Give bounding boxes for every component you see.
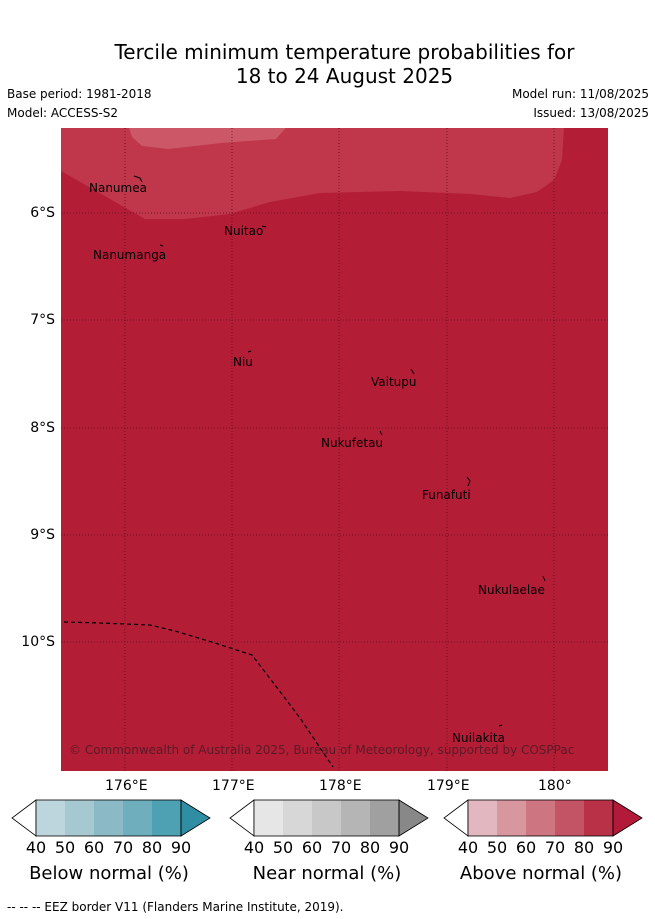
lat-label: 7°S (30, 312, 55, 328)
tick-label: 60 (83, 838, 105, 857)
colorbar-segment (468, 800, 497, 836)
colorbar-above-title: Above normal (%) (459, 863, 623, 884)
colorbar-segment (370, 800, 399, 836)
colorbar-lower-extension (229, 799, 255, 837)
island-label: Niu (233, 355, 253, 369)
island-label: Vaitupu (371, 375, 417, 389)
colorbar-near-title: Near normal (%) (252, 863, 402, 884)
island-label: Nuitao (224, 224, 264, 238)
island-label: Nanumea (89, 181, 147, 195)
lon-label: 177°E (212, 778, 255, 794)
tick-label: 80 (359, 838, 381, 857)
island-label: Nuilakita (452, 731, 505, 745)
colorbar-frame (35, 799, 182, 837)
lon-label: 178°E (319, 778, 362, 794)
colorbar-frame (467, 799, 614, 837)
colorbar-near (229, 799, 429, 837)
tick-label: 60 (515, 838, 537, 857)
lon-label: 176°E (105, 778, 148, 794)
lon-label: 180° (538, 778, 572, 794)
lighter-probability-band (129, 128, 286, 149)
colorbar-frame (253, 799, 400, 837)
tick-label: 90 (170, 838, 192, 857)
island-outlines (133, 175, 546, 727)
colorbar-segment (526, 800, 555, 836)
colorbar-segment (36, 800, 65, 836)
gridlines (61, 128, 608, 771)
copyright-notice: © Commonwealth of Australia 2025, Bureau… (69, 743, 575, 757)
colorbar-segment (341, 800, 370, 836)
colorbar-segment (152, 800, 181, 836)
colorbar-segment (65, 800, 94, 836)
lat-label: 9°S (30, 527, 55, 543)
tick-label: 70 (544, 838, 566, 857)
colorbar-segment (254, 800, 283, 836)
map-background (61, 128, 608, 771)
island-label: Funafuti (422, 488, 471, 502)
tick-label: 90 (388, 838, 410, 857)
colorbar-lower-extension (11, 799, 37, 837)
model-run: Model run: 11/08/2025 (511, 87, 649, 101)
colorbar-segment (94, 800, 123, 836)
lat-label: 8°S (30, 420, 55, 436)
tick-label: 80 (573, 838, 595, 857)
colorbar-below (11, 799, 211, 837)
tick-label: 50 (272, 838, 294, 857)
tick-label: 80 (141, 838, 163, 857)
tick-label: 70 (330, 838, 352, 857)
lon-label: 179°E (427, 778, 470, 794)
island-label: Nanumanga (93, 248, 167, 262)
tick-label: 40 (25, 838, 47, 857)
light-probability-band (61, 128, 564, 219)
title-line-2: 18 to 24 August 2025 (235, 64, 454, 88)
base-period: Base period: 1981-2018 (7, 87, 152, 101)
tick-label: 50 (54, 838, 76, 857)
colorbar-segment (123, 800, 152, 836)
title-line-1: Tercile minimum temperature probabilitie… (114, 40, 575, 64)
lat-label: 10°S (21, 634, 55, 650)
chart-title: Tercile minimum temperature probabilitie… (0, 40, 655, 88)
colorbar-lower-extension (443, 799, 469, 837)
tick-label: 50 (486, 838, 508, 857)
lat-label: 6°S (30, 205, 55, 221)
tick-label: 40 (243, 838, 265, 857)
tick-label: 40 (457, 838, 479, 857)
colorbar-segment (497, 800, 526, 836)
colorbar-segment (555, 800, 584, 836)
colorbar-upper-extension (398, 799, 429, 837)
colorbar-segment (312, 800, 341, 836)
issued-date: Issued: 13/08/2025 (533, 106, 649, 120)
eez-border (63, 621, 334, 768)
model-name: Model: ACCESS-S2 (7, 106, 119, 120)
colorbar-segment (283, 800, 312, 836)
island-label: Nukufetau (321, 436, 384, 450)
colorbar-segment (584, 800, 613, 836)
colorbar-upper-extension (612, 799, 643, 837)
island-label: Nukulaelae (478, 583, 545, 597)
colorbar-above (443, 799, 643, 837)
tick-label: 90 (602, 838, 624, 857)
tick-label: 70 (112, 838, 134, 857)
eez-footnote: -- -- -- EEZ border V11 (Flanders Marine… (7, 900, 344, 914)
colorbar-upper-extension (180, 799, 211, 837)
tick-label: 60 (301, 838, 323, 857)
colorbar-below-title: Below normal (%) (29, 863, 189, 884)
